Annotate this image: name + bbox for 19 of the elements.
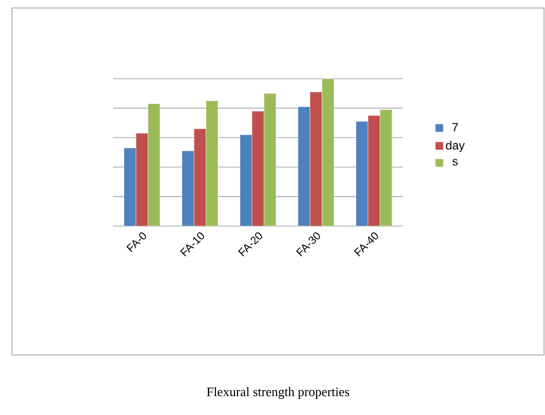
bar xyxy=(264,93,276,226)
bar xyxy=(136,133,148,226)
bar xyxy=(310,92,322,226)
bar xyxy=(322,78,334,226)
legend-label: 7 xyxy=(452,123,458,132)
bar xyxy=(298,106,310,226)
legend-label: s xyxy=(452,158,458,166)
bar xyxy=(380,110,392,226)
text: Flexural strength properties xyxy=(206,387,350,399)
bar xyxy=(148,104,160,226)
bar xyxy=(252,110,264,226)
bar xyxy=(206,100,218,226)
legend-label: day xyxy=(446,140,465,152)
bar xyxy=(194,128,206,226)
bar xyxy=(356,121,368,226)
bar xyxy=(124,148,136,226)
bar xyxy=(182,150,194,226)
bar xyxy=(368,115,380,226)
bar xyxy=(240,134,252,226)
